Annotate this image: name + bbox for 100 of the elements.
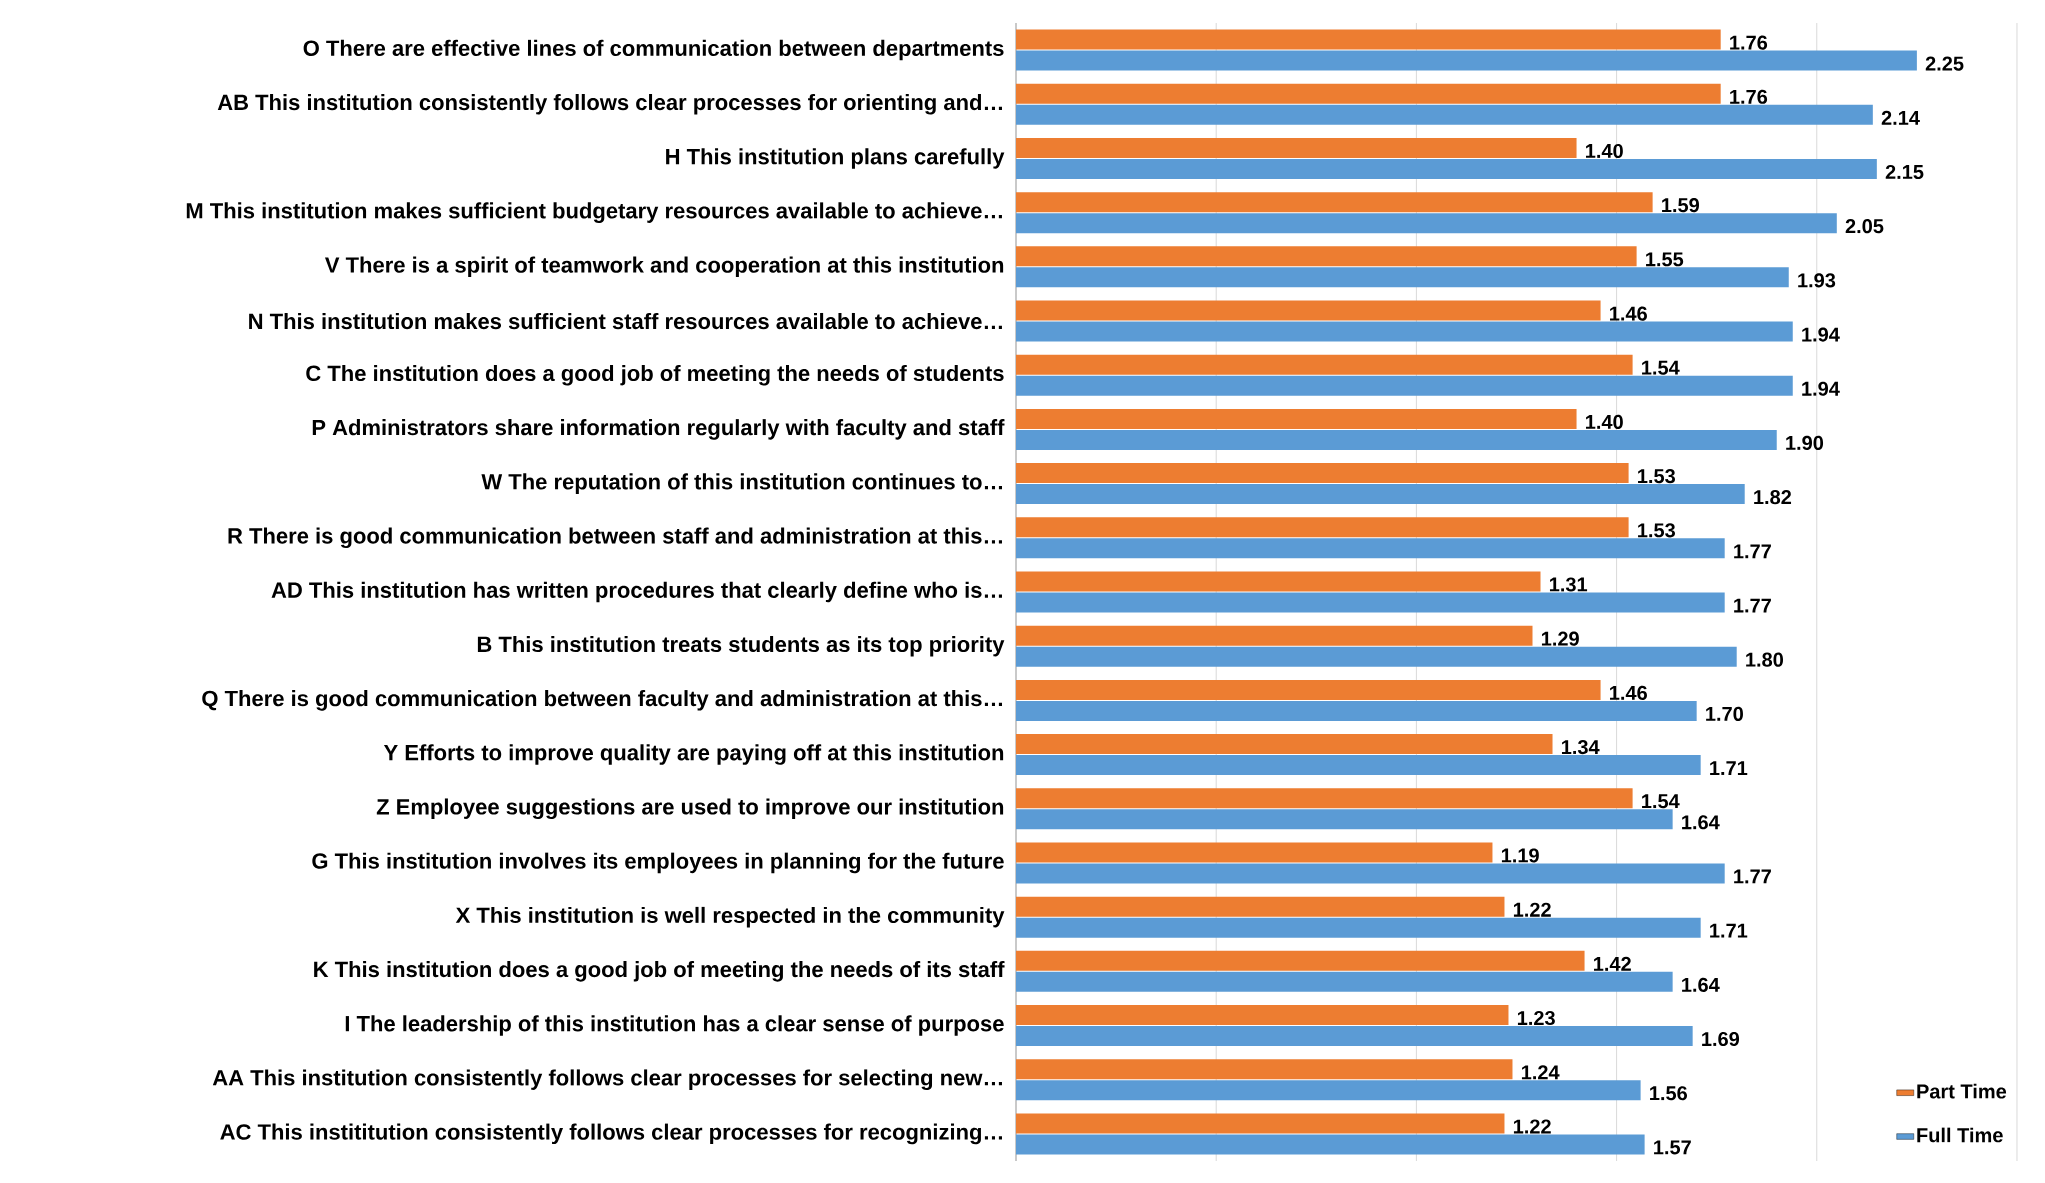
bar bbox=[1016, 354, 1633, 375]
y-tick-label: W The reputation of this institution continues to… bbox=[481, 473, 1003, 494]
data-label: 1.70 bbox=[1706, 706, 1743, 721]
y-tick-label: AC This instititution consistently follows clear processes for recognizing… bbox=[220, 1123, 1002, 1145]
bar bbox=[1016, 1059, 1513, 1080]
bar bbox=[1016, 83, 1721, 104]
y-tick-label: I The leadership of this institution has a clear sense of purpose bbox=[345, 1015, 1004, 1036]
data-label: 2.05 bbox=[1845, 219, 1884, 234]
y-tick-label: Y Efforts to improve quality are paying off at this institution bbox=[383, 744, 1004, 765]
y-tick-label: AB This institution consistently follows clear processes for orienting and… bbox=[217, 93, 1002, 115]
data-label: 1.56 bbox=[1650, 1086, 1688, 1101]
data-label: 1.59 bbox=[1662, 198, 1699, 213]
bar bbox=[1016, 408, 1577, 429]
data-label: 2.14 bbox=[1881, 110, 1920, 125]
y-tick-label: M This institution makes sufficient budgetary resources available to achieve… bbox=[186, 202, 1002, 223]
y-tick-label: Z Employee suggestions are used to improve our institution bbox=[376, 798, 1004, 820]
bar bbox=[1016, 213, 1837, 234]
data-label: 1.94 bbox=[1802, 327, 1840, 342]
bar bbox=[1016, 700, 1697, 721]
bar bbox=[1016, 863, 1725, 884]
y-tick-label: R There is good communication between staff and administration at this… bbox=[228, 527, 1002, 549]
data-label: 1.22 bbox=[1513, 1119, 1551, 1134]
data-label: 1.22 bbox=[1513, 902, 1551, 917]
data-label: 1.46 bbox=[1610, 306, 1647, 321]
data-label: 1.76 bbox=[1730, 89, 1768, 104]
data-label: 1.94 bbox=[1802, 381, 1840, 396]
data-label: 1.80 bbox=[1746, 652, 1784, 667]
bar bbox=[1016, 1113, 1505, 1134]
bar bbox=[1016, 646, 1737, 667]
data-label: 1.40 bbox=[1586, 414, 1623, 430]
data-label: 1.64 bbox=[1682, 977, 1720, 992]
y-tick-label: O There are effective lines of communication between departments bbox=[303, 39, 1004, 61]
data-label: 1.77 bbox=[1734, 869, 1771, 884]
y-tick-label: N This institution makes sufficient staff resources available to achieve… bbox=[249, 312, 1002, 330]
y-tick-label: B This institution treats students as its top priority bbox=[477, 635, 1005, 657]
bar bbox=[1016, 896, 1505, 917]
bar bbox=[1016, 809, 1673, 830]
bar bbox=[1016, 842, 1493, 863]
bar bbox=[1016, 538, 1725, 559]
bar bbox=[1016, 267, 1789, 288]
bar bbox=[1016, 137, 1577, 158]
y-tick-label: P Administrators share information regularly with faculty and staff bbox=[312, 419, 1005, 440]
y-tick-label: X This institution is well respected in the community bbox=[455, 906, 1005, 928]
data-label: 1.69 bbox=[1702, 1031, 1740, 1047]
data-label: 1.76 bbox=[1730, 35, 1768, 50]
bar bbox=[1016, 50, 1917, 71]
bar bbox=[1016, 1026, 1693, 1047]
y-tick-label: H This institution plans carefully bbox=[666, 148, 1005, 169]
bar bbox=[1016, 321, 1793, 342]
bar bbox=[1016, 625, 1533, 646]
bar bbox=[1016, 571, 1541, 592]
bar bbox=[1016, 917, 1701, 938]
bar bbox=[1016, 429, 1777, 450]
data-label: 1.54 bbox=[1642, 794, 1680, 809]
bar bbox=[1016, 1005, 1509, 1026]
bar bbox=[1016, 104, 1873, 125]
data-label: 1.53 bbox=[1638, 523, 1675, 538]
data-label: 1.40 bbox=[1586, 143, 1623, 159]
data-label: 1.93 bbox=[1798, 273, 1836, 288]
data-label: 1.42 bbox=[1594, 956, 1631, 971]
data-label: 1.46 bbox=[1610, 685, 1647, 700]
bar bbox=[1016, 246, 1637, 267]
data-label: 2.25 bbox=[1925, 56, 1964, 71]
data-label: 1.64 bbox=[1682, 815, 1720, 830]
data-label: 1.77 bbox=[1734, 598, 1771, 613]
bar bbox=[1016, 1134, 1645, 1155]
data-label: 1.53 bbox=[1638, 469, 1675, 484]
data-label: 1.23 bbox=[1517, 1010, 1555, 1026]
y-tick-label: G This institution involves its employees in planning for the future bbox=[312, 852, 1004, 874]
bar bbox=[1016, 158, 1877, 179]
data-label: 1.31 bbox=[1549, 577, 1588, 592]
data-label: 1.29 bbox=[1541, 631, 1579, 646]
data-label: 1.82 bbox=[1754, 490, 1792, 505]
bar bbox=[1016, 1080, 1641, 1101]
data-label: 1.77 bbox=[1734, 544, 1771, 559]
legend-label: Part Time bbox=[1917, 1083, 2007, 1099]
data-label: 1.71 bbox=[1710, 923, 1748, 938]
y-tick-label: K This institution does a good job of meeting the needs of its staff bbox=[314, 961, 1005, 982]
bar bbox=[1016, 950, 1585, 971]
bar bbox=[1016, 463, 1629, 484]
y-tick-label: C The institution does a good job of meeting the needs of students bbox=[306, 364, 1004, 386]
bar bbox=[1016, 375, 1793, 396]
data-label: 1.19 bbox=[1501, 848, 1539, 863]
data-label: 1.55 bbox=[1646, 252, 1684, 267]
y-tick-label: Q There is good communication between faculty and administration at this… bbox=[202, 690, 1002, 711]
bar bbox=[1016, 484, 1745, 505]
bar bbox=[1016, 300, 1601, 321]
bar bbox=[1016, 679, 1601, 700]
data-label: 2.15 bbox=[1885, 164, 1924, 180]
data-label: 1.57 bbox=[1654, 1140, 1691, 1155]
bar bbox=[1016, 788, 1633, 809]
data-label: 1.54 bbox=[1642, 360, 1680, 375]
bar bbox=[1016, 592, 1725, 613]
y-tick-label: V There is a spirit of teamwork and cooperation at this institution bbox=[324, 256, 1004, 278]
y-tick-label: AA This institution consistently follows clear processes for selecting new… bbox=[212, 1069, 1002, 1091]
bar bbox=[1016, 971, 1673, 992]
bar bbox=[1016, 755, 1701, 776]
bar bbox=[1016, 734, 1553, 755]
data-label: 1.24 bbox=[1521, 1065, 1560, 1080]
data-label: 1.34 bbox=[1561, 739, 1600, 755]
